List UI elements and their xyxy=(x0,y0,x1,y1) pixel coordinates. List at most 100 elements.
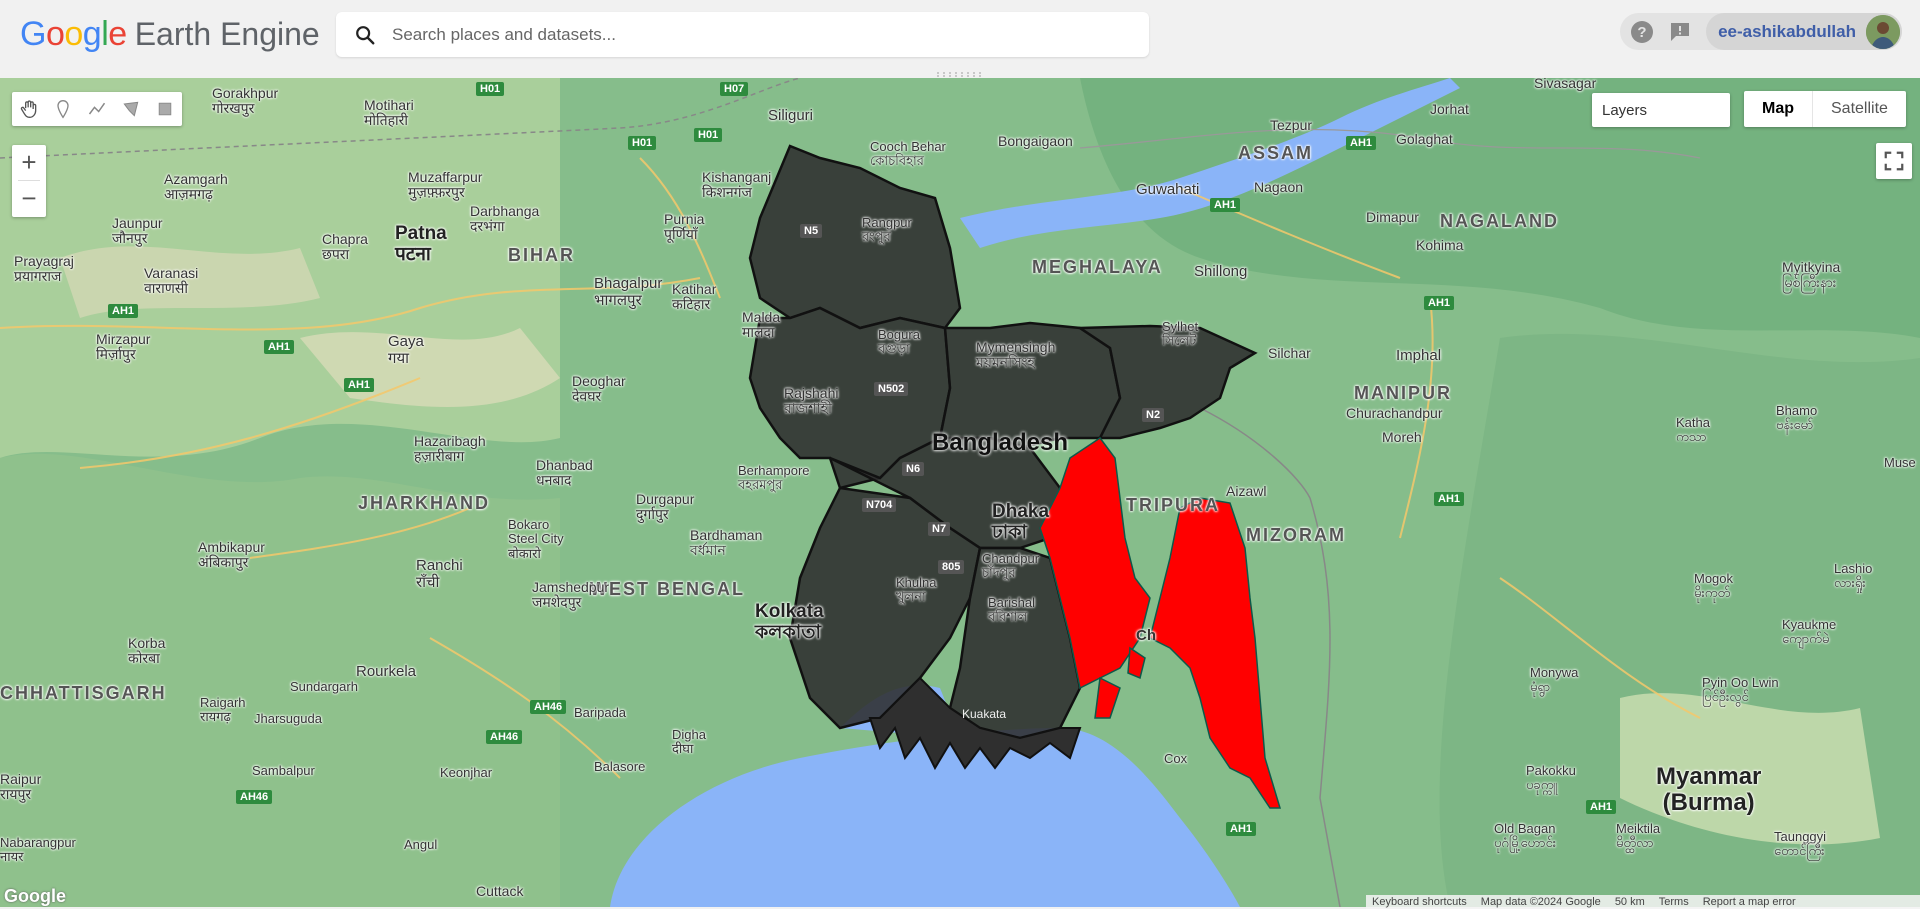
account-pill[interactable]: ee-ashikabdullah xyxy=(1706,13,1902,50)
username: ee-ashikabdullah xyxy=(1718,21,1856,41)
label-tripura: TRIPURA xyxy=(1126,495,1220,515)
keyboard-shortcuts-link[interactable]: Keyboard shortcuts xyxy=(1372,896,1467,908)
label-bokaro: Bokaro Steel City बोकारो xyxy=(508,517,564,561)
label-chandpur: Chandpur চাঁদপুর xyxy=(982,551,1040,581)
label-katha: Katha ကသာ xyxy=(1676,415,1710,445)
label-rangpur: Rangpur রংপুর xyxy=(862,215,912,245)
label-varanasi: Varanasi वाराणसी xyxy=(144,265,199,297)
label-angul: Angul xyxy=(404,837,438,852)
google-map-logo: Google xyxy=(4,886,66,906)
map-type-control: Map Satellite xyxy=(1744,91,1906,127)
zoom-control: + − xyxy=(12,145,46,217)
report-error-link[interactable]: Report a map error xyxy=(1702,896,1796,908)
label-jorhat: Jorhat xyxy=(1430,101,1469,117)
label-chapra: Chapra छपरा xyxy=(322,231,368,263)
highway-shield: 805 xyxy=(938,560,965,574)
hand-icon[interactable] xyxy=(12,92,46,126)
label-jharsuguda: Jharsuguda xyxy=(254,711,322,726)
terms-link[interactable]: Terms xyxy=(1658,896,1689,908)
zoom-in-button[interactable]: + xyxy=(21,147,37,177)
scale-bar[interactable]: 50 km xyxy=(1614,896,1645,908)
label-azamgarh: Azamgarh आज़मगढ़ xyxy=(164,171,228,203)
highway-shield: N2 xyxy=(1142,408,1165,422)
label-dimapur: Dimapur xyxy=(1366,209,1419,225)
basemap xyxy=(0,78,1920,907)
search-input[interactable] xyxy=(390,23,1094,46)
map-type-satellite-button[interactable]: Satellite xyxy=(1812,91,1906,127)
label-golaghat: Golaghat xyxy=(1396,131,1453,147)
search-bar[interactable] xyxy=(336,12,1149,57)
label-ambikapur: Ambikapur अंबिकापुर xyxy=(198,539,265,571)
highway-shield: AH1 xyxy=(1586,800,1617,814)
label-cuttack: Cuttack xyxy=(476,883,524,899)
highway-shield: AH1 xyxy=(1424,296,1455,310)
label-patna: Patna पटना xyxy=(395,223,447,265)
label-sambalpur: Sambalpur xyxy=(252,763,315,778)
marker-icon[interactable] xyxy=(46,92,80,126)
layers-button[interactable]: Layers xyxy=(1592,93,1730,127)
highway-shield: N704 xyxy=(862,498,897,512)
help-icon[interactable]: ? xyxy=(1630,20,1654,44)
earth-engine-logo[interactable]: Google Earth Engine xyxy=(20,14,320,54)
label-siliguri: Siliguri xyxy=(768,107,814,124)
label-bhamo: Bhamo ဗန်းမော် xyxy=(1776,403,1818,433)
avatar[interactable] xyxy=(1866,14,1900,49)
map-type-map-button[interactable]: Map xyxy=(1762,100,1794,117)
label-khulna: Khulna খুলনা xyxy=(896,575,937,605)
label-bihar: BIHAR xyxy=(508,245,575,265)
map-data-attribution: Map data ©2024 Google xyxy=(1480,896,1601,908)
highway-shield: H01 xyxy=(694,128,723,142)
zoom-divider xyxy=(18,180,40,181)
label-bogura: Bogura বগুড়া xyxy=(878,327,920,357)
svg-text:?: ? xyxy=(1637,24,1646,41)
label-kuakata: Kuakata xyxy=(962,707,1007,721)
zoom-out-button[interactable]: − xyxy=(21,183,37,213)
label-moreh: Moreh xyxy=(1382,429,1422,445)
label-jaunpur: Jaunpur जौनपुर xyxy=(112,215,163,247)
label-sivasagar: Sivasagar xyxy=(1534,78,1597,91)
label-meghalaya: MEGHALAYA xyxy=(1032,257,1163,277)
label-nagarnaya: Nabarangpur नायर xyxy=(0,835,76,865)
label-rajshahi: Rajshahi রাজশাহী xyxy=(784,385,839,417)
label-aizawl: Aizawl xyxy=(1226,483,1267,499)
label-darbhanga: Darbhanga दरभंगा xyxy=(470,203,540,235)
label-bangladesh: Bangladesh xyxy=(932,429,1069,456)
product-name: Earth Engine xyxy=(134,15,320,52)
label-shillong: Shillong xyxy=(1194,263,1248,280)
app-header: Google Earth Engine ? ee-ashikabdullah xyxy=(0,0,1920,78)
label-pakokku: Pakokku ပခုက္ကူ xyxy=(1526,763,1576,793)
rectangle-icon[interactable] xyxy=(148,92,182,126)
label-gaya: Gaya गया xyxy=(388,333,424,367)
label-tezpur: Tezpur xyxy=(1270,117,1313,133)
label-silchar: Silchar xyxy=(1268,345,1311,361)
label-bardhaman: Bardhaman বর্ধমান xyxy=(690,527,763,559)
highway-shield: N7 xyxy=(928,522,951,536)
highway-shield: AH1 xyxy=(344,378,375,392)
label-rourkela: Rourkela xyxy=(356,663,417,680)
label-guwahati: Guwahati xyxy=(1136,181,1200,198)
label-muzaffarpur: Muzaffarpur मुज़फ़्फ़रपुर xyxy=(408,169,483,201)
label-jharkhand: JHARKHAND xyxy=(358,493,491,513)
label-berhampore: Berhampore বহরমপুর xyxy=(738,463,810,493)
label-lashio: Lashio လားရှိုး xyxy=(1834,561,1873,591)
label-raigarh: Raigarh रायगढ़ xyxy=(200,695,246,725)
fullscreen-button[interactable] xyxy=(1876,143,1912,179)
panel-resize-handle[interactable] xyxy=(935,71,985,77)
label-nagaon: Nagaon xyxy=(1254,179,1304,195)
highway-shield: AH46 xyxy=(236,790,273,804)
label-mogok: Mogok မိုးကုတ် xyxy=(1694,571,1734,601)
label-kyaukme: Kyaukme ကျောက်မဲ xyxy=(1782,617,1837,647)
polygon-icon[interactable] xyxy=(114,92,148,126)
highway-shield: AH1 xyxy=(1210,198,1241,212)
highway-shield: N502 xyxy=(874,382,909,396)
label-digha: Digha दीघा xyxy=(672,727,706,757)
feedback-icon[interactable] xyxy=(1668,20,1692,44)
line-icon[interactable] xyxy=(80,92,114,126)
map-canvas[interactable]: MEGHALAYA ASSAM NAGALAND MANIPUR TRIPURA… xyxy=(0,78,1920,907)
label-sylhet: Sylhet সিলেট xyxy=(1162,319,1199,349)
label-imphal: Imphal xyxy=(1396,347,1442,364)
map-attribution: Keyboard shortcuts Map data ©2024 Google… xyxy=(1366,895,1920,909)
label-kolkata: Kolkata কলকাতা xyxy=(755,601,824,643)
label-old-bagan: Old Bagan ပုဂံမြို့ဟောင်း xyxy=(1494,821,1557,851)
highway-shield: H01 xyxy=(476,82,505,96)
